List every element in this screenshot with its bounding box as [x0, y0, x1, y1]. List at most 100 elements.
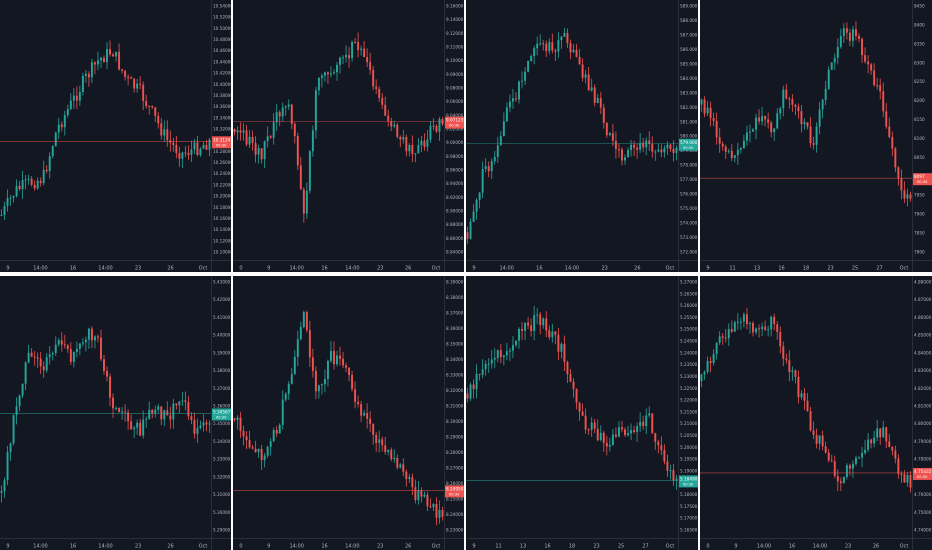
last-price-value: 579.000 [680, 140, 698, 145]
candle [724, 144, 727, 159]
candle [764, 115, 767, 127]
candle [518, 327, 520, 349]
candle [599, 425, 602, 442]
chart-pane-8[interactable]: 4.88000 4.87000 4.86000 4.85000 4.84000 4.830… [700, 276, 932, 550]
candle [882, 420, 885, 438]
candle [160, 118, 163, 140]
candle [575, 388, 578, 410]
candle [314, 86, 317, 139]
candle [429, 120, 432, 143]
candle [72, 88, 75, 109]
chart-pane-6[interactable]: 8.39000 8.38000 8.37000 8.36000 8.35000 8.340… [233, 276, 464, 550]
candle [269, 135, 272, 139]
chart-canvas[interactable]: 9.16000 9.14000 9.12000 9.11000 9.10000 9.090… [233, 0, 464, 272]
candle [578, 48, 581, 65]
candle [130, 75, 133, 79]
candle [308, 320, 311, 367]
y-axis-tick-label: 4.84000 [914, 350, 932, 355]
candle [441, 506, 444, 521]
candle [242, 425, 245, 446]
candle [248, 430, 251, 449]
chart-canvas[interactable]: 8450840083508300825082008150810080508000… [700, 0, 932, 272]
x-axis-tick-label: Oct [432, 544, 441, 550]
chart-pane-7[interactable]: 5.27000 5.26500 5.26000 5.25500 5.25000 5.245… [466, 276, 698, 550]
candle [257, 448, 260, 458]
candle [639, 412, 642, 432]
y-axis-tick-label: 583.000 [680, 90, 698, 95]
candle [420, 135, 423, 153]
y-axis-tick-label: 4.86000 [914, 315, 932, 320]
chart-pane-2[interactable]: 9.16000 9.14000 9.12000 9.11000 9.10000 9.090… [233, 0, 464, 272]
candle [336, 61, 338, 81]
chart-canvas[interactable]: 5.27000 5.26500 5.26000 5.25500 5.25000 5.245… [466, 276, 698, 550]
x-axis-tick-label: 0 [706, 544, 709, 550]
candle [593, 84, 596, 107]
candle [190, 140, 193, 163]
y-axis-tick-label: 10.26000 [213, 160, 231, 165]
candle [548, 325, 551, 340]
candle [575, 43, 578, 58]
candle [384, 96, 387, 116]
y-axis-tick-label: 9.10000 [446, 58, 464, 63]
candle [709, 356, 712, 373]
chart-pane-4[interactable]: 8450840083508300825082008150810080508000… [700, 0, 932, 272]
chart-canvas[interactable]: 589.000 588.000 587.000 586.000 585.000 584.0… [466, 0, 698, 272]
y-axis-tick-label: 10.22000 [213, 182, 231, 187]
candle [254, 440, 257, 453]
candle [339, 346, 341, 366]
candle [478, 192, 481, 209]
candle [715, 112, 718, 145]
y-axis-tick-label: 10.34000 [213, 115, 231, 120]
x-axis-tick-label: 14:00 [290, 544, 304, 550]
x-axis-tick-label: 26 [634, 266, 640, 272]
candle [199, 147, 202, 157]
candle [672, 463, 675, 486]
y-axis-tick-label: 7900 [914, 212, 925, 217]
chart-pane-5[interactable]: 5.43000 5.42000 5.41000 5.40000 5.39000 5.380… [0, 276, 231, 550]
candle [187, 395, 190, 420]
candle [399, 462, 402, 469]
candle [326, 71, 329, 84]
chart-canvas[interactable]: 4.88000 4.87000 4.86000 4.85000 4.84000 4.830… [700, 276, 932, 550]
candle [481, 161, 484, 199]
y-axis-tick-label: 4.81000 [914, 404, 932, 409]
candle [133, 425, 136, 438]
candle [69, 93, 72, 111]
candle [175, 135, 178, 159]
candle [675, 145, 678, 161]
chart-canvas[interactable]: 10.54000 10.52000 10.50000 10.48000 10.46000… [0, 0, 231, 272]
candle [296, 330, 299, 367]
candle [103, 55, 105, 63]
candle [178, 146, 181, 167]
candle [429, 498, 432, 509]
y-axis-tick-label: 10.14000 [213, 227, 231, 232]
last-price-value: 8097 [914, 174, 925, 179]
candle [9, 194, 12, 206]
chart-canvas[interactable]: 8.39000 8.38000 8.37000 8.36000 8.35000 8.340… [233, 276, 464, 550]
y-axis-tick-label: 5.25000 [680, 327, 698, 332]
candle [314, 366, 317, 400]
candle [836, 469, 839, 491]
candle [900, 169, 903, 200]
candle [742, 312, 745, 328]
y-axis-tick-label: 4.78000 [914, 457, 932, 462]
y-axis-tick-label: 5.25500 [680, 315, 698, 320]
last-price-countdown: 00:30 [683, 482, 694, 486]
candle [251, 445, 254, 450]
candle [870, 62, 873, 75]
candle [557, 32, 560, 59]
last-price-value: 10.31243 [213, 137, 231, 142]
y-axis-tick-label: 7950 [914, 193, 925, 198]
chart-pane-1[interactable]: 10.54000 10.52000 10.50000 10.48000 10.46000… [0, 0, 231, 272]
candle [302, 310, 305, 329]
candle [767, 325, 770, 337]
candle [721, 333, 724, 345]
candle [703, 370, 706, 380]
chart-canvas[interactable]: 5.43000 5.42000 5.41000 5.40000 5.39000 5.380… [0, 276, 231, 550]
candle [815, 122, 818, 153]
candle [136, 78, 139, 93]
candle [824, 80, 827, 106]
candle [390, 117, 393, 132]
chart-pane-3[interactable]: 589.000 588.000 587.000 586.000 585.000 584.0… [466, 0, 698, 272]
y-axis-tick-label: 10.42000 [213, 71, 231, 76]
